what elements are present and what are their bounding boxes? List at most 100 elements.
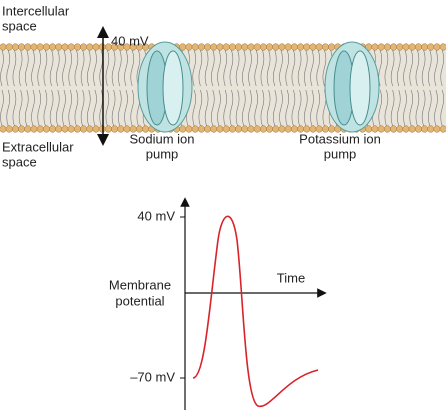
lipid-tail bbox=[6, 89, 10, 127]
lipid-tail bbox=[43, 89, 48, 127]
lipid-tail bbox=[111, 89, 116, 127]
bottom-label-2: space bbox=[2, 154, 37, 169]
lipid-head bbox=[433, 125, 441, 133]
lipid-tail bbox=[93, 49, 97, 87]
lipid-tail bbox=[229, 49, 234, 87]
lipid-head bbox=[55, 125, 63, 133]
lipid-tail bbox=[12, 49, 17, 87]
lipid-tail bbox=[68, 49, 72, 87]
lipid-tail bbox=[130, 89, 134, 127]
lipid-tail bbox=[260, 49, 265, 87]
lipid-tail bbox=[248, 89, 252, 127]
lipid-tail bbox=[229, 89, 234, 127]
lipid-tail bbox=[304, 49, 308, 87]
pumps bbox=[137, 41, 380, 133]
lipid-tail bbox=[434, 89, 438, 127]
lipid-tail bbox=[211, 89, 215, 127]
lipid-head bbox=[228, 43, 236, 51]
lipid-head bbox=[396, 125, 404, 133]
lipid-head bbox=[18, 43, 26, 51]
lipid-head bbox=[383, 43, 391, 51]
lipid-head bbox=[61, 43, 69, 51]
lipid-head bbox=[297, 43, 305, 51]
lipid-head bbox=[5, 43, 13, 51]
lipid-tail bbox=[254, 89, 258, 127]
lipid-tail bbox=[440, 49, 444, 87]
lipid-tail bbox=[397, 49, 401, 87]
lipid-tail bbox=[49, 49, 54, 87]
lipid-tail bbox=[37, 89, 41, 127]
lipid-head bbox=[204, 43, 212, 51]
lipid-tail bbox=[273, 49, 277, 87]
lipid-head bbox=[5, 125, 13, 133]
lipid-tail bbox=[31, 89, 35, 127]
lipid-tail bbox=[223, 49, 227, 87]
lipid-tail bbox=[80, 49, 85, 87]
lipid-tail bbox=[192, 89, 196, 127]
lipid-tail bbox=[304, 89, 308, 127]
lipid-head bbox=[92, 43, 100, 51]
lipid-head bbox=[86, 43, 94, 51]
lipid-tail bbox=[409, 49, 413, 87]
lipid-head bbox=[0, 43, 7, 51]
lipid-head bbox=[396, 43, 404, 51]
lipid-head bbox=[98, 43, 106, 51]
lipid-tail bbox=[279, 89, 283, 127]
lipid-head bbox=[222, 125, 230, 133]
lipid-tail bbox=[254, 49, 258, 87]
lipid-head bbox=[30, 125, 38, 133]
lipid-tail bbox=[56, 89, 60, 127]
lipid-head bbox=[49, 125, 57, 133]
lipid-head bbox=[30, 43, 38, 51]
lipid-tail bbox=[18, 89, 23, 127]
lipid-tail bbox=[12, 89, 17, 127]
lipid-head bbox=[228, 125, 236, 133]
lipid-head bbox=[390, 125, 398, 133]
lipid-head bbox=[92, 125, 100, 133]
lipid-tail bbox=[62, 49, 66, 87]
x-label: Time bbox=[277, 270, 305, 285]
pump-right bbox=[349, 50, 371, 126]
lipid-head bbox=[408, 43, 416, 51]
lipid-tail bbox=[297, 89, 302, 127]
lipid-head bbox=[235, 43, 243, 51]
lipid-tail bbox=[322, 49, 327, 87]
lipid-head bbox=[259, 43, 267, 51]
lipid-tail bbox=[124, 89, 128, 127]
lipid-tail bbox=[297, 49, 302, 87]
lipid-head bbox=[42, 43, 50, 51]
lipid-head bbox=[321, 43, 329, 51]
lipid-tail bbox=[428, 49, 432, 87]
lipid-head bbox=[315, 43, 323, 51]
lipid-tail bbox=[285, 49, 289, 87]
pump-label-2: pump bbox=[146, 146, 179, 161]
lipid-tail bbox=[93, 89, 97, 127]
lipid-tail bbox=[118, 49, 122, 87]
lipid-head bbox=[433, 43, 441, 51]
lipid-tail bbox=[31, 49, 35, 87]
lipid-tail bbox=[397, 89, 401, 127]
lipid-head bbox=[253, 43, 261, 51]
lipid-head bbox=[272, 125, 280, 133]
lipid-tail bbox=[291, 89, 296, 127]
lipid-head bbox=[18, 125, 26, 133]
lipid-head bbox=[111, 125, 119, 133]
lipid-tail bbox=[136, 49, 141, 87]
top-label-1: Intercellular bbox=[2, 3, 70, 18]
lipid-head bbox=[222, 43, 230, 51]
lipid-tail bbox=[384, 49, 389, 87]
lipid-tail bbox=[235, 89, 240, 127]
lipid-head bbox=[80, 43, 88, 51]
pump-label-1: Sodium ion bbox=[129, 131, 194, 146]
lipid-tail bbox=[87, 89, 91, 127]
lipid-head bbox=[36, 125, 44, 133]
lipid-tail bbox=[192, 49, 196, 87]
lipid-head bbox=[421, 43, 429, 51]
lipid-head bbox=[24, 125, 32, 133]
lipid-head bbox=[210, 125, 218, 133]
lipid-tail bbox=[130, 49, 134, 87]
lipid-head bbox=[439, 125, 446, 133]
lipid-head bbox=[266, 125, 274, 133]
lipid-head bbox=[241, 43, 249, 51]
lipid-tail bbox=[124, 49, 128, 87]
